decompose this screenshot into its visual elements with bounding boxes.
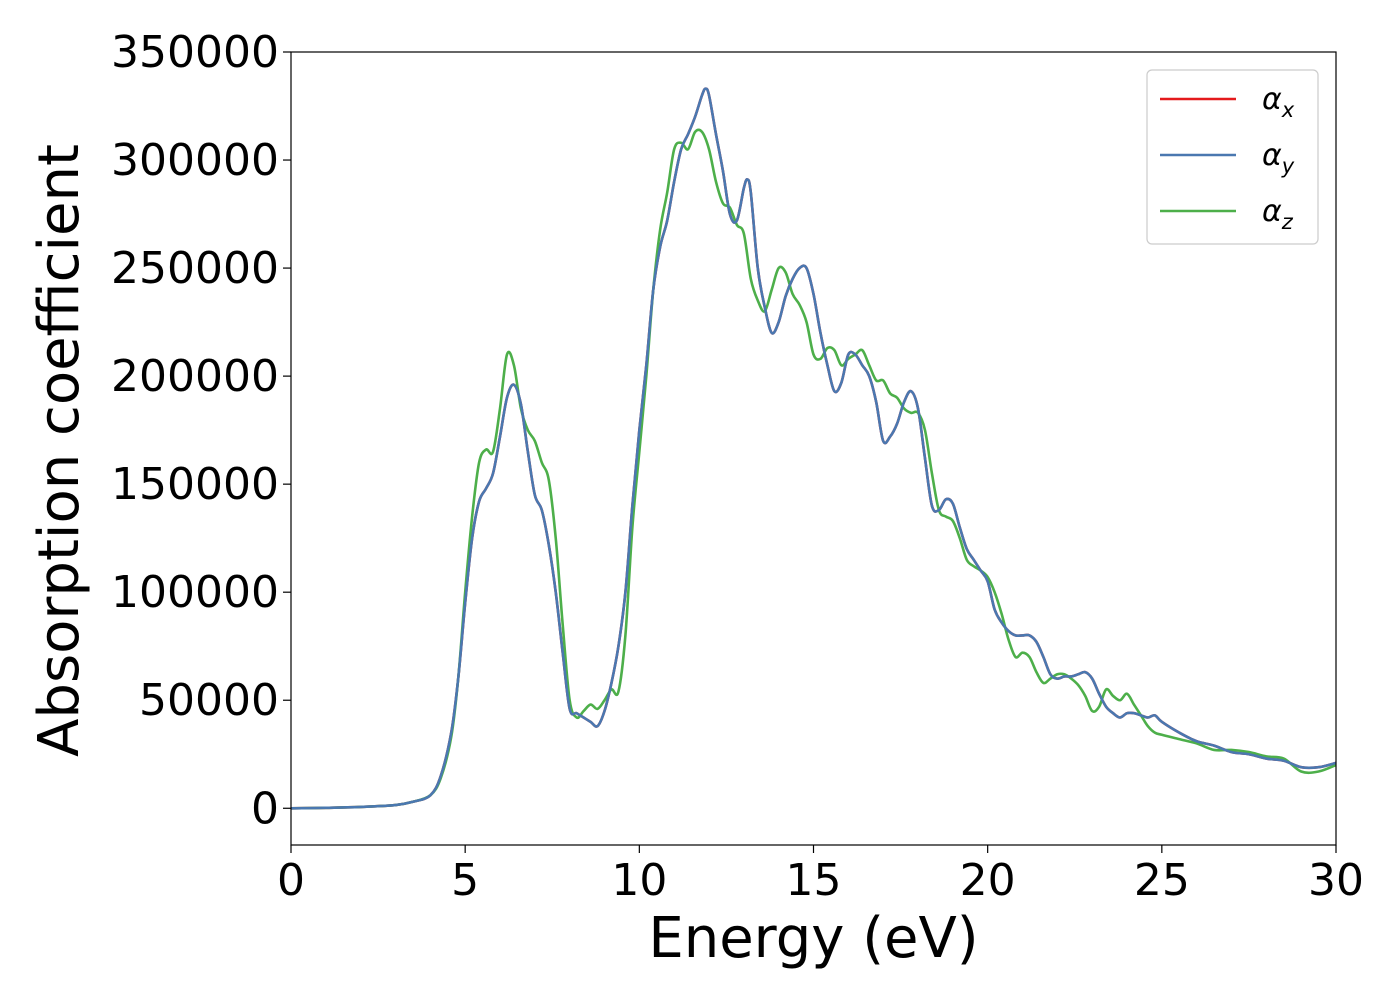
legend-subscript: x <box>1281 98 1295 122</box>
x-axis-label: Energy (eV) <box>648 906 978 971</box>
series-line-alpha-y <box>290 87 1337 810</box>
y-tick-label: 350000 <box>111 27 279 78</box>
y-axis-label: Absorption coefficient <box>27 144 92 757</box>
x-tick-label: 0 <box>277 855 305 906</box>
x-tick-label: 15 <box>786 855 842 906</box>
x-tick-label: 20 <box>960 855 1016 906</box>
y-tick-label: 0 <box>251 783 279 834</box>
legend-label-alpha-y: αy <box>1262 138 1295 178</box>
legend-subscript: y <box>1281 154 1295 178</box>
series-layer <box>290 87 1337 810</box>
x-tick-label: 10 <box>611 855 667 906</box>
legend-label-alpha-x: αx <box>1262 82 1295 122</box>
series-line-alpha-z <box>290 128 1337 810</box>
y-tick-label: 50000 <box>139 675 279 726</box>
legend-symbol: α <box>1262 82 1282 117</box>
y-tick-label: 100000 <box>111 567 279 618</box>
y-tick-label: 200000 <box>111 351 279 402</box>
x-axis-ticks: 0 5 10 15 20 25 30 <box>277 845 1364 906</box>
x-tick-label: 30 <box>1308 855 1364 906</box>
legend-symbol: α <box>1262 194 1282 229</box>
x-tick-label: 25 <box>1134 855 1190 906</box>
legend-symbol: α <box>1262 138 1282 173</box>
legend-box <box>1146 69 1319 245</box>
legend-label-alpha-z: αz <box>1262 194 1294 234</box>
y-tick-label: 300000 <box>111 135 279 186</box>
y-tick-label: 150000 <box>111 459 279 510</box>
legend-subscript: z <box>1281 210 1294 234</box>
y-axis-ticks: 0 50000 100000 150000 200000 250000 300000 3500… <box>111 27 291 834</box>
x-tick-label: 5 <box>451 855 479 906</box>
y-tick-label: 250000 <box>111 243 279 294</box>
